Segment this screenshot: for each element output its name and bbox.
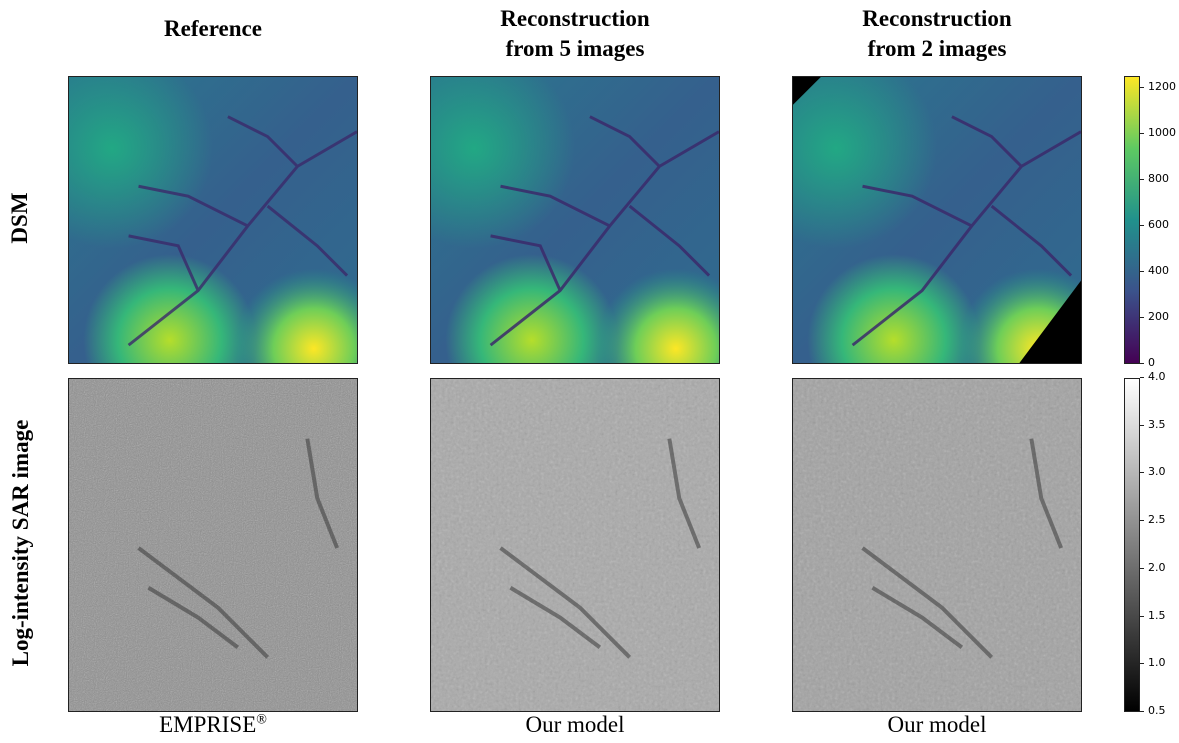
sar-recon2-panel xyxy=(792,378,1082,712)
colorbar-tick-label: 1200 xyxy=(1140,79,1176,93)
sar-reference-panel xyxy=(68,378,358,712)
colorbar-tick-label: 800 xyxy=(1140,171,1169,185)
colorbar-tick-label: 0.5 xyxy=(1140,704,1166,717)
caption-recon2: Our model xyxy=(887,712,987,737)
row-title-sar: Log-intensity SAR image xyxy=(8,419,33,667)
dsm-recon5-panel xyxy=(430,76,720,364)
dsm-recon2-panel xyxy=(792,76,1082,364)
colorbar-tick-label: 2.0 xyxy=(1140,560,1166,574)
caption-reference: EMPRISE® xyxy=(159,712,267,737)
sar-recon5-panel xyxy=(430,378,720,712)
dsm-reference-panel xyxy=(68,76,358,364)
sar-colorbar xyxy=(1124,378,1140,712)
colorbar-tick-label: 3.0 xyxy=(1140,465,1166,479)
col-title-reference: Reference xyxy=(164,16,262,41)
colorbar-tick-label: 600 xyxy=(1140,217,1169,231)
colorbar-tick-label: 2.5 xyxy=(1140,513,1166,527)
caption-recon5: Our model xyxy=(525,712,625,737)
colorbar-tick-label: 200 xyxy=(1140,309,1169,323)
colorbar-tick-label: 1.5 xyxy=(1140,608,1166,622)
colorbar-tick-label: 4.0 xyxy=(1140,370,1166,383)
row-title-dsm: DSM xyxy=(7,192,32,244)
colorbar-tick-label: 400 xyxy=(1140,263,1169,277)
col-title-recon-5: Reconstruction from 5 images xyxy=(500,6,650,61)
colorbar-tick-label: 1000 xyxy=(1140,125,1176,139)
colorbar-tick-label: 0 xyxy=(1140,356,1155,369)
colorbar-tick-label: 3.5 xyxy=(1140,417,1166,431)
dsm-colorbar xyxy=(1124,76,1140,364)
col-title-recon-2: Reconstruction from 2 images xyxy=(862,6,1012,61)
colorbar-tick-label: 1.0 xyxy=(1140,656,1166,670)
